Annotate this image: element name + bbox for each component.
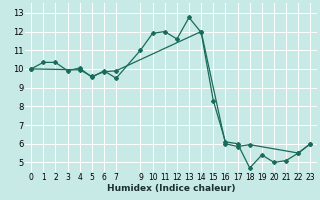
X-axis label: Humidex (Indice chaleur): Humidex (Indice chaleur) (107, 184, 235, 193)
